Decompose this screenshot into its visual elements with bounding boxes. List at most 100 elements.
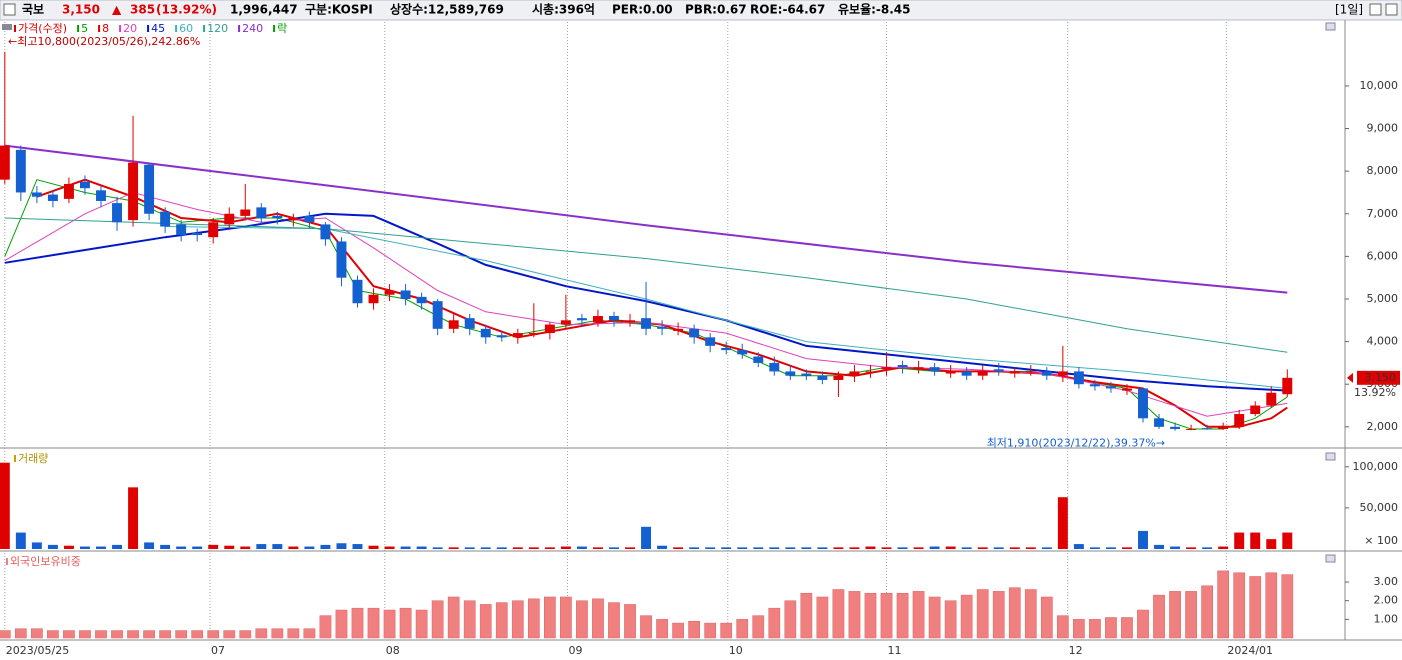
legend-label: 240: [242, 22, 263, 35]
legend-label: 가격(수정): [18, 22, 67, 35]
ownership-bar: [896, 592, 909, 639]
ownership-bar: [832, 589, 845, 639]
panel-icon[interactable]: [1325, 554, 1336, 563]
ownership-bar: [688, 620, 701, 639]
volume-bar: [15, 532, 26, 549]
volume-bar: [865, 546, 876, 549]
ownership-bar: [672, 622, 684, 639]
candle-body: [1089, 384, 1100, 387]
volume-bar: [448, 547, 459, 549]
close-button[interactable]: [1385, 3, 1398, 16]
ownership-bar: [1153, 594, 1165, 639]
x-tick-label: 12: [1069, 644, 1083, 657]
moving-average: [165, 226, 1288, 389]
volume-bar: [496, 547, 507, 549]
volume-bar: [544, 547, 555, 549]
legend-label: 8: [102, 22, 109, 35]
y-tick-label: 2.00: [1374, 594, 1399, 607]
volume-bar: [753, 547, 764, 549]
candle-body: [833, 375, 844, 380]
candle-body: [160, 211, 171, 227]
volume-bar: [881, 547, 892, 549]
volume-bar: [320, 544, 331, 549]
candle-body: [897, 365, 908, 368]
candle-body: [560, 320, 571, 325]
ownership-bar: [1024, 589, 1037, 639]
volume-bar: [112, 544, 122, 549]
legend-swatch: [98, 25, 101, 32]
volume-bar: [240, 546, 251, 549]
volume-bar: [352, 544, 363, 549]
panel-icon[interactable]: [1325, 22, 1336, 31]
x-tick-label: 2023/05/25: [6, 644, 69, 657]
volume-bar: [945, 546, 956, 549]
candle-body: [15, 149, 26, 193]
roe: ROE:-64.67: [750, 3, 825, 17]
ownership-bar: [1008, 587, 1021, 639]
candle-body: [657, 326, 668, 329]
candle-body: [544, 324, 555, 334]
volume-bar: [432, 547, 443, 549]
candle-body: [1282, 377, 1293, 395]
legend-label: 120: [207, 22, 228, 35]
y-tick-label: 7,000: [1367, 207, 1399, 220]
ownership-bar: [367, 607, 380, 639]
ownership-bar: [576, 600, 588, 639]
candle-body: [625, 320, 635, 323]
candle-body: [592, 316, 603, 323]
candle-body: [993, 369, 1004, 372]
ownership-bar: [1073, 619, 1085, 639]
volume-bar: [96, 546, 106, 549]
y-tick-label: 6,000: [1367, 249, 1399, 262]
ownership-bar: [415, 609, 428, 639]
volume-bar: [208, 544, 219, 549]
volume-bar: [47, 544, 58, 549]
ownership-bar: [1201, 585, 1213, 639]
shares: 상장수:12,589,769: [390, 2, 504, 17]
volume-bar: [1089, 547, 1100, 549]
candle-body: [176, 224, 187, 236]
candle-body: [464, 318, 475, 329]
stock-name: 국보: [22, 3, 44, 17]
volume-bar: [304, 546, 315, 549]
legend-label: 60: [179, 22, 193, 35]
volume-bar: [272, 544, 283, 549]
ownership-bar: [223, 630, 236, 639]
last-price-label: 3,150: [1365, 371, 1397, 384]
volume-bar: [288, 546, 299, 549]
panel-icon[interactable]: [1325, 452, 1336, 461]
ownership-bar: [1217, 570, 1230, 639]
candle-body: [977, 371, 988, 376]
volume-bar: [128, 487, 139, 549]
ownership-bar: [1185, 591, 1197, 639]
volume-bar: [913, 547, 924, 549]
candle-body: [272, 215, 283, 219]
ownership-bar: [1056, 615, 1069, 639]
candle-body: [400, 290, 411, 299]
volume-bar: [641, 526, 652, 549]
ownership-bar: [111, 630, 123, 639]
ownership-bar: [159, 630, 171, 639]
ownership-bar: [335, 609, 348, 639]
candle-body: [480, 328, 491, 338]
volume-bar: [1234, 532, 1245, 549]
candle-body: [1073, 371, 1084, 385]
volume: 1,996,447: [230, 3, 298, 17]
candle-body: [945, 371, 956, 374]
ownership-bar: [383, 609, 396, 639]
ownership-bar: [736, 619, 749, 639]
candle-body: [785, 371, 796, 376]
ownership-bar: [447, 596, 460, 639]
ownership-bar: [207, 630, 220, 639]
volume-bar: [1122, 547, 1132, 549]
window-button[interactable]: [1369, 3, 1382, 16]
ownership-bar: [495, 602, 508, 639]
candle-body: [1250, 405, 1261, 415]
ownership-bar: [752, 615, 765, 639]
volume-bar: [1073, 544, 1084, 549]
ownership-bar: [79, 630, 91, 639]
checkbox[interactable]: [3, 3, 16, 16]
x-tick-label: 2024/01: [1227, 644, 1273, 657]
period-button[interactable]: [1일]: [1335, 3, 1363, 17]
candle-body: [0, 145, 10, 180]
